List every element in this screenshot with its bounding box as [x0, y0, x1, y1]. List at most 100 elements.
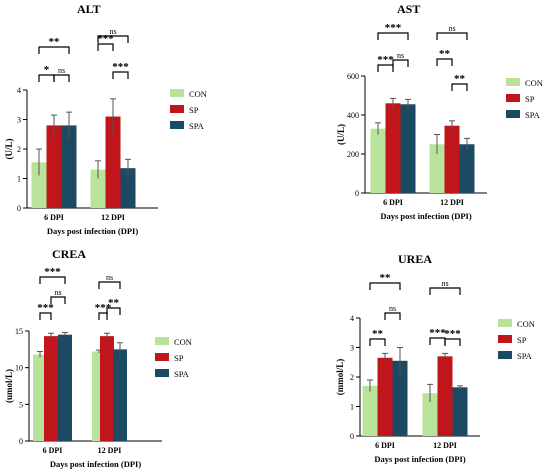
- significance-bracket: [436, 32, 468, 40]
- significance-label: ns: [441, 279, 448, 288]
- legend-label: CON: [189, 89, 207, 99]
- significance-label: ***: [44, 266, 61, 278]
- significance-bracket: [369, 282, 401, 290]
- bar-sp: [444, 125, 460, 193]
- y-tick-label: 2: [17, 145, 21, 154]
- significance-label: ns: [448, 24, 455, 33]
- x-tick-label: 6 DPI: [375, 441, 395, 450]
- significance-bracket: [392, 59, 409, 67]
- legend-label: SPA: [517, 351, 533, 361]
- legend-label: SP: [525, 94, 535, 104]
- y-tick-label: 5: [19, 400, 23, 409]
- significance-bracket: [369, 338, 386, 346]
- legend-swatch-sp: [506, 94, 520, 102]
- significance-label: ***: [444, 328, 461, 340]
- significance-label: ***: [377, 54, 394, 66]
- x-tick-label: 12 DPI: [440, 198, 464, 207]
- legend-swatch-spa: [506, 110, 520, 118]
- chart-alt: ALT 0 1 2 3 4 (U/L) 6 DPI 12 DPI Days post infect…: [4, 2, 207, 236]
- bar-sp: [44, 336, 58, 441]
- y-tick-label: 3: [17, 116, 21, 125]
- x-axis-label: Days post infection (DPI): [47, 226, 139, 236]
- y-tick-label: 0: [350, 432, 354, 441]
- y-tick-label: 4: [17, 86, 21, 95]
- y-tick-label: 1: [17, 175, 21, 184]
- bar-con: [422, 393, 438, 436]
- legend-label: SP: [174, 353, 184, 363]
- y-axis-label: (mmol/L): [335, 359, 345, 396]
- chart-title: AST: [397, 2, 420, 16]
- significance-bracket: [39, 312, 52, 320]
- legend-swatch-spa: [170, 121, 184, 129]
- significance-bracket: [384, 312, 401, 320]
- legend-swatch-con: [506, 78, 520, 86]
- significance-label: ns: [54, 288, 61, 297]
- chart-ast: AST 0 200 400 600 (U/L) 6 DPI 12 DPI Days post i…: [336, 2, 543, 221]
- significance-label: **: [372, 328, 384, 340]
- significance-label: ***: [37, 302, 54, 314]
- significance-label: **: [49, 36, 61, 48]
- bar-spa: [459, 144, 475, 193]
- x-tick-label: 12 DPI: [433, 441, 457, 450]
- significance-bracket: [98, 281, 121, 289]
- significance-label: **: [454, 73, 466, 85]
- legend-swatch-sp: [498, 335, 512, 343]
- x-axis-label: Days post infection (DPI): [50, 459, 142, 469]
- x-tick-label: 12 DPI: [101, 213, 125, 222]
- legend-label: CON: [517, 319, 535, 329]
- legend-swatch-con: [155, 337, 169, 345]
- bar-spa: [400, 104, 416, 193]
- y-axis-label: (umol/L): [4, 369, 14, 403]
- significance-bracket: [98, 312, 108, 320]
- legend-swatch-spa: [155, 369, 169, 377]
- significance-label: ns: [109, 27, 116, 36]
- chart-urea: UREA 0 1 2 3 4 (mmol/L) 6 DPI 12 DPI Days post in…: [335, 252, 535, 464]
- chart-crea: CREA 0 5 10 15 (umol/L) 6 DPI 12 DPI Days post i…: [4, 247, 192, 469]
- significance-label: ***: [385, 22, 402, 34]
- bar-spa: [58, 334, 72, 441]
- legend-label: SPA: [174, 369, 190, 379]
- legend-label: CON: [174, 337, 192, 347]
- bar-con: [362, 385, 378, 436]
- significance-bracket: [377, 64, 394, 72]
- x-tick-label: 6 DPI: [44, 213, 64, 222]
- significance-label: **: [439, 48, 451, 60]
- legend-swatch-spa: [498, 351, 512, 359]
- significance-bracket: [429, 337, 446, 345]
- significance-bracket: [38, 46, 70, 54]
- bar-spa: [392, 360, 408, 436]
- y-tick-label: 200: [347, 150, 359, 159]
- legend-swatch-sp: [170, 105, 184, 113]
- y-tick-label: 10: [15, 364, 23, 373]
- significance-label: **: [380, 272, 392, 284]
- significance-label: ns: [397, 51, 404, 60]
- x-axis-label: Days post infection (DPI): [374, 454, 466, 464]
- chart-title: ALT: [77, 2, 101, 16]
- bar-spa: [120, 168, 136, 208]
- legend-label: SPA: [189, 121, 205, 131]
- bar-spa: [452, 387, 468, 436]
- significance-bracket: [39, 276, 66, 284]
- significance-label: ns: [58, 66, 65, 75]
- y-tick-label: 0: [17, 204, 21, 213]
- significance-bracket: [377, 32, 409, 40]
- legend-label: SP: [189, 105, 199, 115]
- significance-label: ***: [112, 61, 129, 73]
- significance-bracket: [436, 58, 453, 66]
- y-tick-label: 3: [350, 344, 354, 353]
- significance-bracket: [53, 74, 70, 82]
- bar-con: [370, 128, 386, 193]
- x-tick-label: 6 DPI: [43, 446, 63, 455]
- significance-bracket: [50, 296, 66, 304]
- y-tick-label: 4: [350, 314, 354, 323]
- y-axis-label: (U/L): [336, 124, 346, 145]
- significance-label: ns: [389, 304, 396, 313]
- y-tick-label: 0: [19, 437, 23, 446]
- legend-swatch-sp: [155, 353, 169, 361]
- y-tick-label: 15: [15, 327, 23, 336]
- bar-sp: [385, 103, 401, 193]
- significance-label: ns: [106, 273, 113, 282]
- bar-con: [429, 144, 445, 193]
- bar-con: [31, 162, 47, 208]
